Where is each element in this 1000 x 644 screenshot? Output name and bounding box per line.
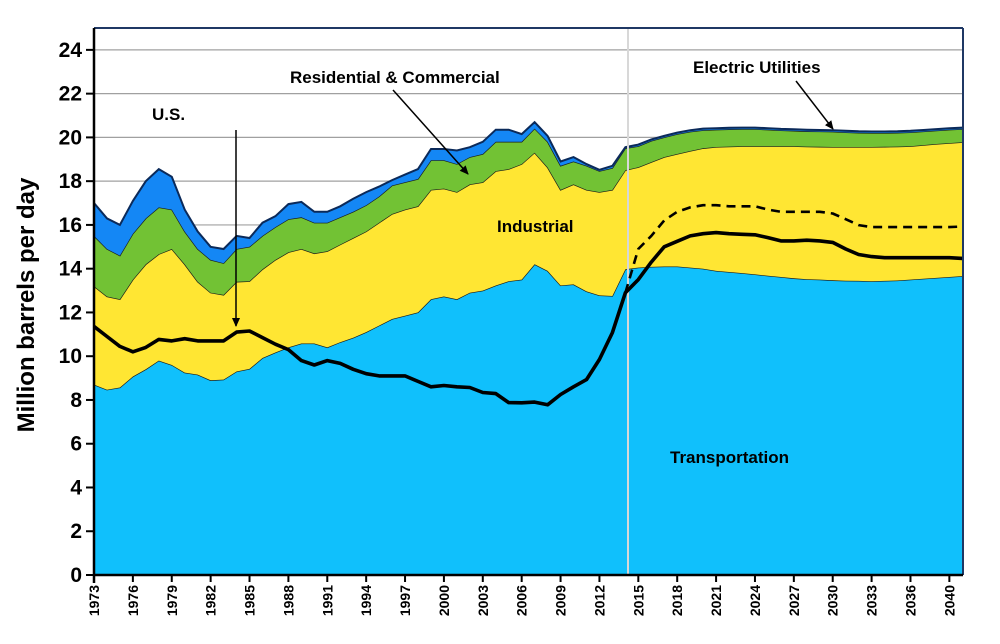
x-tick-label: 1985 — [242, 585, 258, 616]
x-tick-label: 1973 — [86, 585, 102, 616]
area-edge-electric-utilities — [93, 120, 963, 251]
x-tick-label: 2012 — [591, 585, 607, 616]
x-tick-label: 2009 — [553, 585, 569, 616]
y-axis-label: Million barrels per day — [13, 177, 40, 432]
x-tick-label: 2027 — [786, 585, 802, 616]
x-tick-label: 2003 — [475, 585, 491, 616]
annotation-electric-utilities-arrow — [795, 80, 834, 130]
x-tick-labels: 1973 1976 1979 1982 1985 1988 1991 1994 1997 2000… — [86, 585, 957, 616]
x-tick-label: 1979 — [164, 585, 180, 616]
x-tick-label: 2018 — [669, 585, 685, 616]
y-tick-label: 0 — [70, 564, 82, 587]
x-tick-label: 2006 — [514, 585, 530, 616]
y-tick-label: 4 — [70, 476, 82, 499]
y-tick-label: 14 — [59, 258, 83, 281]
x-tick-label: 1994 — [358, 585, 374, 616]
area-series-group — [93, 120, 963, 575]
line-series-group — [92, 203, 963, 407]
y-tick-label: 22 — [59, 83, 82, 106]
x-tick-label: 2000 — [436, 585, 452, 616]
y-tick-label: 16 — [59, 214, 82, 237]
annotation-us: U.S. — [152, 105, 185, 124]
y-tick-label: 18 — [59, 170, 83, 193]
annotation-electric-utilities: Electric Utilities — [693, 58, 821, 77]
y-tick-label: 2 — [70, 520, 82, 543]
x-tick-label: 1991 — [319, 585, 335, 616]
area-residential-commercial — [94, 128, 963, 300]
x-tick-label: 1988 — [280, 585, 296, 616]
annotation-residential-commercial: Residential & Commercial — [290, 68, 500, 87]
x-tick-label: 2015 — [630, 585, 646, 616]
x-tick-label: 2021 — [708, 585, 724, 616]
x-tick-label: 1997 — [397, 585, 413, 616]
axes — [86, 27, 964, 583]
area-transportation — [94, 264, 963, 575]
x-tick-label: 2024 — [747, 585, 763, 616]
x-tick-label: 1982 — [203, 585, 219, 616]
y-tick-label: 10 — [59, 345, 82, 368]
x-tick-label: 2030 — [825, 585, 841, 616]
y-tick-label: 20 — [59, 126, 82, 149]
dashed-projection-line — [624, 203, 963, 294]
y-tick-label: 12 — [59, 301, 82, 324]
x-tick-label: 2033 — [864, 585, 880, 616]
annotation-transportation: Transportation — [670, 448, 789, 467]
x-tick-label: 2040 — [941, 585, 957, 616]
y-tick-label: 6 — [70, 433, 82, 456]
us-line — [92, 230, 963, 407]
annotation-industrial: Industrial — [497, 217, 574, 236]
y-tick-label: 8 — [70, 389, 82, 412]
area-industrial — [94, 142, 963, 390]
x-tick-label: 1976 — [125, 585, 141, 616]
x-tick-label: 2036 — [903, 585, 919, 616]
y-tick-label: 24 — [59, 39, 83, 62]
annotation-residential-commercial-arrow — [392, 89, 469, 175]
